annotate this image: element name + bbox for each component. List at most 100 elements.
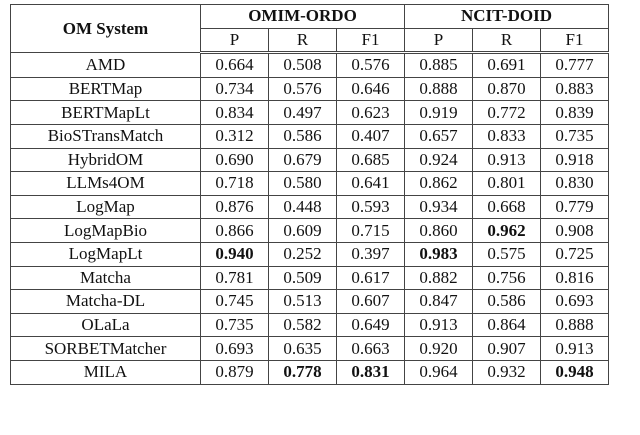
metric-value: 0.725 [540, 241, 609, 267]
system-name: BERTMapLt [10, 100, 201, 125]
system-name: LogMapBio [10, 218, 201, 243]
metric-value: 0.576 [336, 52, 405, 78]
metric-value: 0.964 [404, 359, 473, 385]
metric-value: 0.715 [336, 218, 405, 243]
metric-value: 0.862 [404, 171, 473, 196]
table-row: OLaLa 0.735 0.582 0.649 0.913 0.864 0.888 [10, 312, 609, 338]
table-row: MILA 0.879 0.778 0.831 0.964 0.932 0.948 [10, 359, 609, 385]
metric-value: 0.691 [472, 52, 541, 78]
table-row: AMD 0.664 0.508 0.576 0.885 0.691 0.777 [10, 52, 609, 78]
metric-value: 0.932 [472, 359, 541, 385]
metric-value: 0.593 [336, 194, 405, 220]
table-row: LogMapLt 0.940 0.252 0.397 0.983 0.575 0.725 [10, 241, 609, 267]
metric-value: 0.876 [200, 194, 269, 220]
metric-value: 0.983 [404, 241, 473, 267]
metric-value: 0.756 [472, 265, 541, 291]
metric-value: 0.924 [404, 147, 473, 173]
system-name: Matcha-DL [10, 289, 201, 314]
metric-value: 0.693 [200, 336, 269, 361]
metric-value: 0.646 [336, 76, 405, 102]
table-row: HybridOM 0.690 0.679 0.685 0.924 0.913 0.918 [10, 147, 609, 173]
metric-value: 0.509 [268, 265, 337, 291]
metric-value: 0.885 [404, 52, 473, 78]
metric-value: 0.609 [268, 218, 337, 243]
metric-value: 0.508 [268, 52, 337, 78]
metric-value: 0.576 [268, 76, 337, 102]
metric-value: 0.830 [540, 171, 609, 196]
system-name: Matcha [10, 265, 201, 291]
metric-value: 0.663 [336, 336, 405, 361]
metric-value: 0.913 [540, 336, 609, 361]
system-name: BERTMap [10, 76, 201, 102]
metric-value: 0.781 [200, 265, 269, 291]
metric-value: 0.918 [540, 147, 609, 173]
metric-value: 0.772 [472, 100, 541, 125]
metric-value: 0.888 [540, 312, 609, 338]
table-row: Matcha-DL 0.745 0.513 0.607 0.847 0.586 0.693 [10, 289, 609, 314]
metric-value: 0.864 [472, 312, 541, 338]
metric-value: 0.635 [268, 336, 337, 361]
metric-value: 0.657 [404, 123, 473, 149]
metric-value: 0.679 [268, 147, 337, 173]
metric-value: 0.801 [472, 171, 541, 196]
metric-value: 0.407 [336, 123, 405, 149]
header-metric: R [472, 27, 541, 55]
table-row: BERTMap 0.734 0.576 0.646 0.888 0.870 0.883 [10, 76, 609, 102]
metric-value: 0.586 [472, 289, 541, 314]
metric-value: 0.888 [404, 76, 473, 102]
metric-value: 0.879 [200, 359, 269, 385]
metric-value: 0.718 [200, 171, 269, 196]
metric-value: 0.860 [404, 218, 473, 243]
metric-value: 0.833 [472, 123, 541, 149]
metric-value: 0.913 [472, 147, 541, 173]
system-name: HybridOM [10, 147, 201, 173]
header-metric: P [404, 27, 473, 55]
metric-value: 0.913 [404, 312, 473, 338]
metric-value: 0.668 [472, 194, 541, 220]
table-row: LogMapBio 0.866 0.609 0.715 0.860 0.962 0.908 [10, 218, 609, 243]
metric-value: 0.252 [268, 241, 337, 267]
metric-value: 0.582 [268, 312, 337, 338]
system-name: LLMs4OM [10, 171, 201, 196]
header-group: OMIM-ORDO [200, 4, 405, 29]
metric-value: 0.734 [200, 76, 269, 102]
metric-value: 0.870 [472, 76, 541, 102]
metric-value: 0.690 [200, 147, 269, 173]
table-row: SORBETMatcher 0.693 0.635 0.663 0.920 0.907 0.… [10, 336, 609, 361]
system-name: LogMapLt [10, 241, 201, 267]
metric-value: 0.962 [472, 218, 541, 243]
table-row: BioSTransMatch 0.312 0.586 0.407 0.657 0.833 0… [10, 123, 609, 149]
metric-value: 0.934 [404, 194, 473, 220]
metric-value: 0.778 [268, 359, 337, 385]
metric-value: 0.513 [268, 289, 337, 314]
metric-value: 0.497 [268, 100, 337, 125]
metric-value: 0.816 [540, 265, 609, 291]
metric-value: 0.312 [200, 123, 269, 149]
metric-value: 0.834 [200, 100, 269, 125]
table-row: LogMap 0.876 0.448 0.593 0.934 0.668 0.779 [10, 194, 609, 220]
metric-value: 0.779 [540, 194, 609, 220]
system-name: AMD [10, 52, 201, 78]
metric-value: 0.649 [336, 312, 405, 338]
metric-value: 0.580 [268, 171, 337, 196]
metric-value: 0.685 [336, 147, 405, 173]
metric-value: 0.693 [540, 289, 609, 314]
metric-value: 0.617 [336, 265, 405, 291]
metric-value: 0.664 [200, 52, 269, 78]
table-row: Matcha 0.781 0.509 0.617 0.882 0.756 0.816 [10, 265, 609, 291]
metric-value: 0.920 [404, 336, 473, 361]
table-row: LLMs4OM 0.718 0.580 0.641 0.862 0.801 0.830 [10, 171, 609, 196]
metric-value: 0.745 [200, 289, 269, 314]
metric-value: 0.882 [404, 265, 473, 291]
metric-value: 0.919 [404, 100, 473, 125]
system-name: LogMap [10, 194, 201, 220]
metric-value: 0.839 [540, 100, 609, 125]
metric-value: 0.448 [268, 194, 337, 220]
metric-value: 0.586 [268, 123, 337, 149]
metric-value: 0.397 [336, 241, 405, 267]
metric-value: 0.948 [540, 359, 609, 385]
metric-value: 0.641 [336, 171, 405, 196]
header-metric: P [200, 27, 269, 55]
metric-value: 0.940 [200, 241, 269, 267]
